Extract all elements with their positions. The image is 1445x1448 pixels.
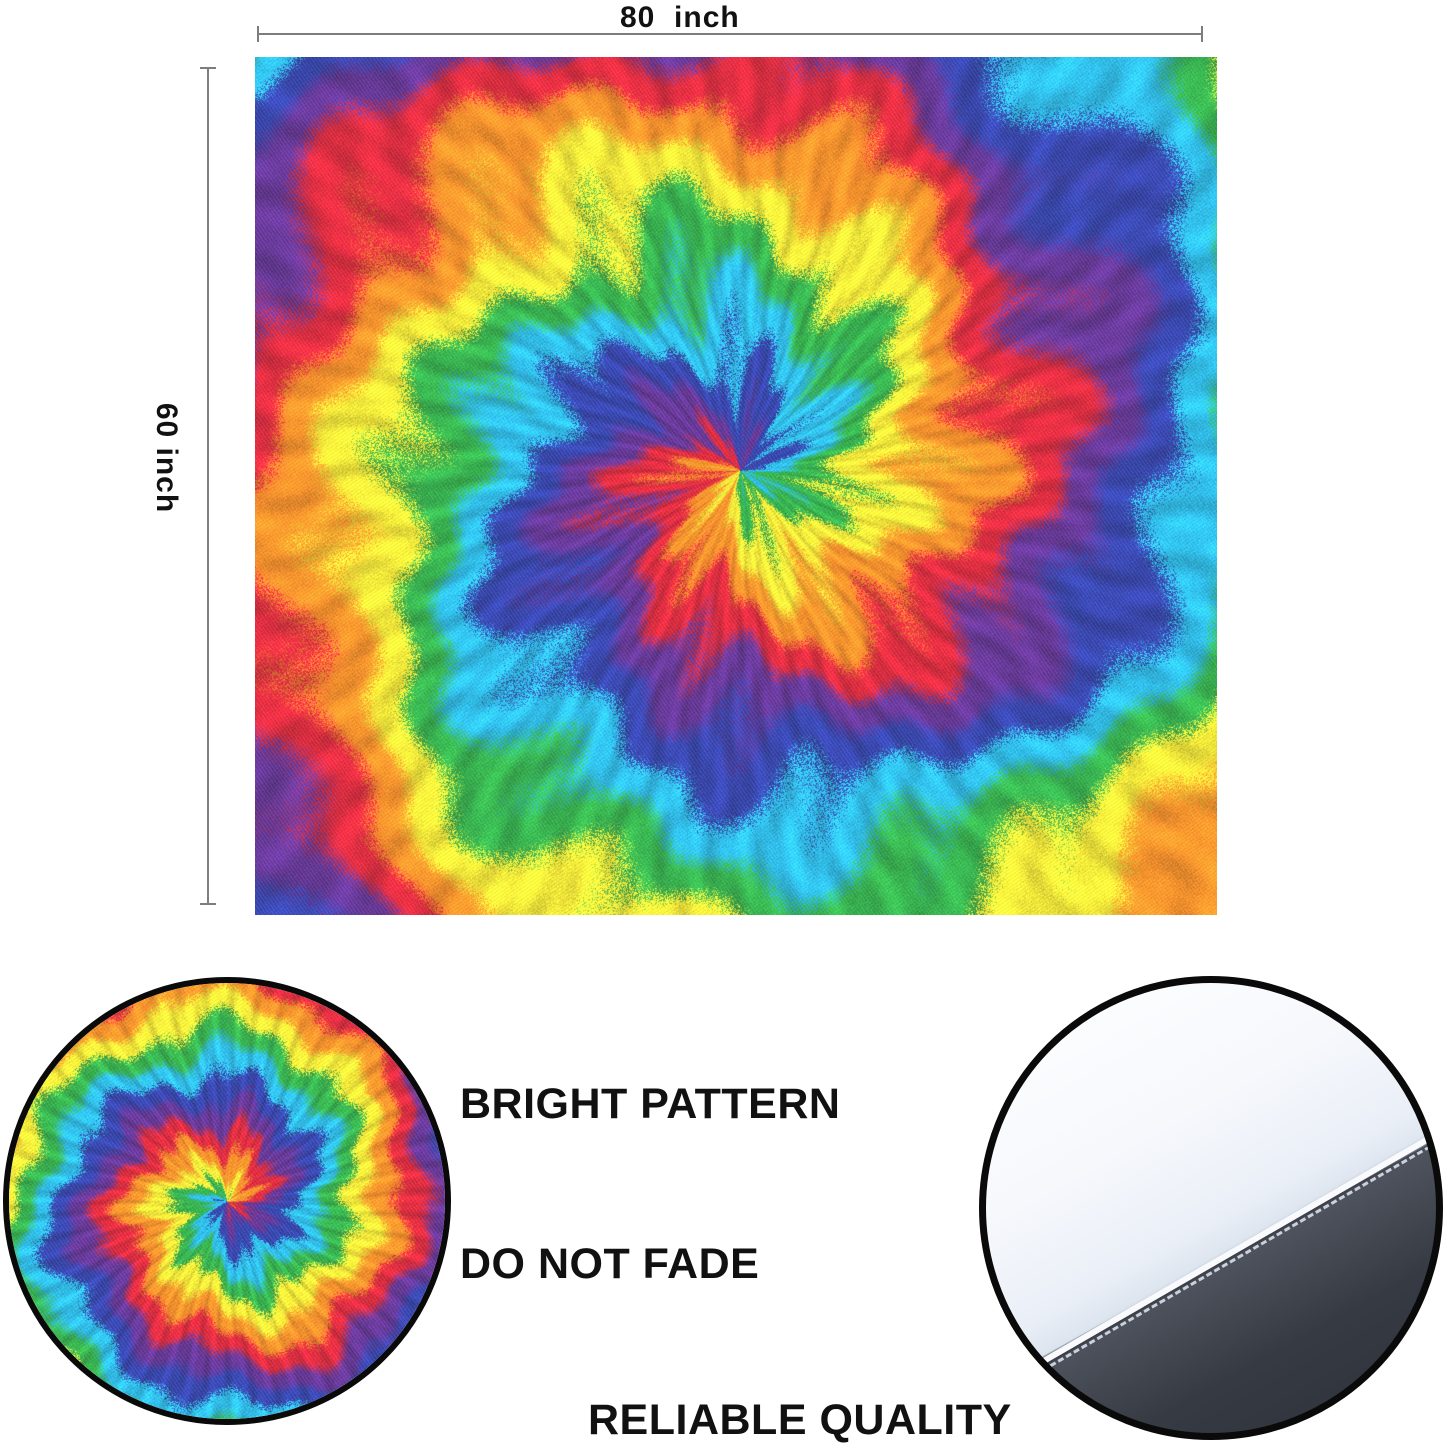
tie-dye-spiral-canvas (255, 57, 1217, 915)
feature-pattern-line2: DO NOT FADE (460, 1240, 760, 1288)
height-dimension-line (200, 67, 216, 905)
pattern-closeup-canvas (9, 983, 445, 1419)
hem-stitch-detail (986, 1069, 1436, 1431)
pattern-closeup-inset (3, 977, 451, 1425)
feature-pattern-line1: BRIGHT PATTERN (460, 1080, 841, 1128)
hem-stitching (986, 1077, 1436, 1431)
feature-text-quality: RELIABLE QUALITY WON'T GO OFFLINE (588, 1313, 1012, 1448)
height-dimension-label: 60 inch (150, 402, 183, 514)
width-dimension-line (257, 26, 1203, 42)
fabric-quality-inset (979, 976, 1443, 1440)
feature-quality-line1: RELIABLE QUALITY (588, 1396, 1012, 1444)
feature-text-pattern: BRIGHT PATTERN DO NOT FADE (460, 997, 840, 1372)
hem-edge (986, 1069, 1436, 1425)
width-dimension-label: 80 inch (620, 1, 740, 34)
tapestry-photo (255, 57, 1217, 915)
